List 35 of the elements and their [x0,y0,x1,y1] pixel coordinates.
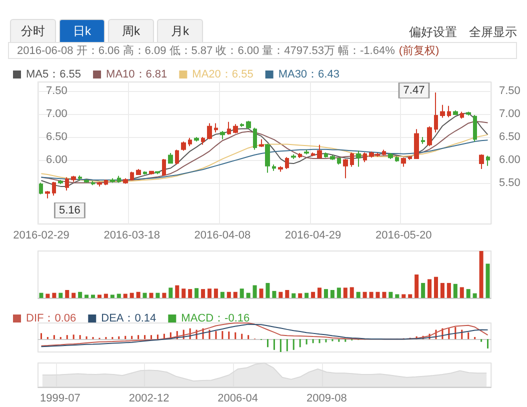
x-tick-label: 1999-07 [40,392,80,404]
x-tick-label: 2016-04-29 [284,230,342,242]
annotation: 7.47 [403,84,425,97]
annotation: 5.16 [58,204,80,216]
text: 周k [108,19,154,42]
x-tick-label: 2009-08 [306,392,347,404]
legend-label: MA20：6.55 [192,68,254,80]
y-tick-label: 7.00 [46,108,68,120]
legend-label: DEA：0.14 [101,312,156,324]
x-tick-label: 2016-02-29 [13,230,70,242]
x-tick-label: 2016-05-20 [375,230,432,242]
chart-subtitle: 2016-06-08 开：6.06 高：6.09 低：5.87 收：6.00 量：4797.53万 幅：-1.64% [17,45,395,57]
text: (前复权) [398,45,440,57]
y2-tick-label: 7.50 [499,85,520,98]
y2-tick-label: 6.50 [499,130,520,143]
text: 月k [157,19,203,42]
legend-label: MA10：6.81 [106,68,168,80]
legend-label: MA5：6.55 [26,68,82,80]
text: 日k [59,19,105,42]
y2-tick-label: 5.50 [499,176,520,189]
text: 全屏显示 [469,24,517,41]
legend-label: MA30：6.43 [278,68,340,80]
y2-tick-label: 7.00 [499,108,520,120]
y-tick-label: 6.00 [46,154,68,166]
y-tick-label: 7.50 [46,85,68,98]
text: 偏好设置 [409,24,457,41]
x-tick-label: 2006-04 [218,392,258,404]
y2-tick-label: 6.00 [499,154,520,166]
x-tick-label: 2016-04-08 [194,230,251,242]
legend-label: MACD：-0.16 [181,312,250,324]
y-tick-label: 6.50 [46,130,68,143]
x-tick-label: 2016-03-18 [104,230,160,242]
text: 分时 [10,19,56,42]
legend-label: DIF：0.06 [26,312,76,324]
x-tick-label: 2002-12 [128,392,170,404]
